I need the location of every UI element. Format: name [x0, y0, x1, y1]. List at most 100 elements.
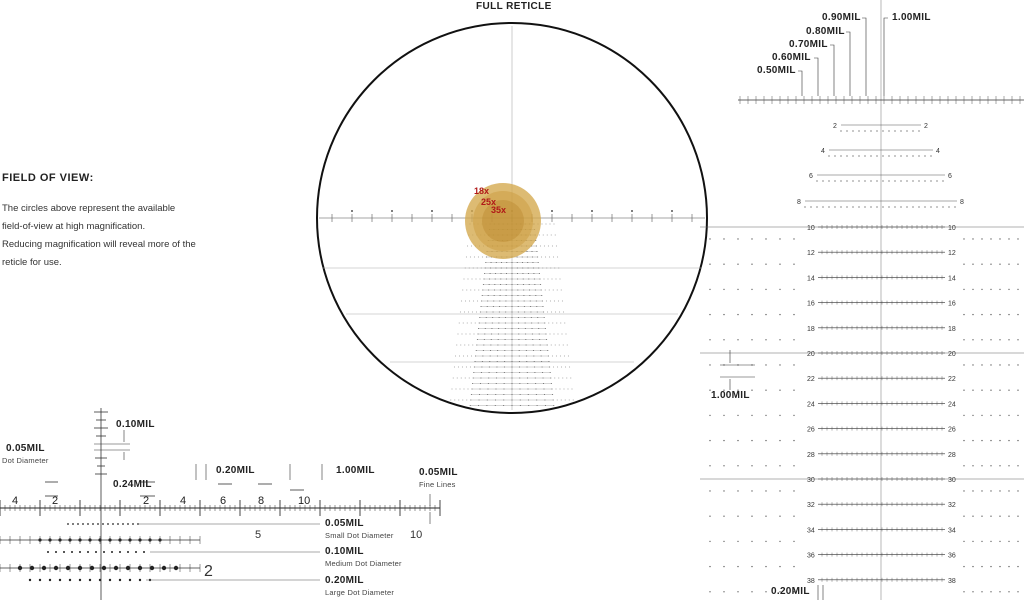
zoom-dot [1017, 591, 1019, 593]
zoom-dot [737, 313, 739, 316]
tree-dot [503, 366, 506, 368]
zoom-dot [765, 490, 767, 492]
tree-dot [547, 349, 549, 352]
tree-dot [542, 305, 544, 308]
reticle-dot [173, 565, 179, 571]
tree-dot [543, 311, 545, 313]
zoom-dot [981, 414, 983, 417]
elevation-label-left: 28 [807, 452, 815, 459]
label-020-mil: 0.20MIL [216, 465, 255, 476]
upper-row-dot [858, 180, 860, 182]
tree-outer-dot [572, 399, 574, 401]
tree-dot [494, 399, 497, 401]
tree-dot [480, 371, 482, 374]
tree-dot [483, 278, 485, 280]
upper-row-dot [942, 180, 944, 182]
tree-dot [526, 371, 528, 374]
upper-row-dot [846, 130, 848, 132]
zoom-dot [723, 439, 725, 442]
tree-outer-dot [468, 377, 470, 379]
tree-outer-dot [467, 245, 469, 247]
upper-row-dot [936, 180, 938, 182]
tree-outer-dot [561, 333, 563, 335]
windage-dot [671, 210, 673, 212]
upper-row-dot [900, 155, 902, 157]
zoom-dot [972, 238, 974, 240]
tree-dot [532, 349, 535, 352]
zoom-dot [981, 238, 983, 240]
elevation-label-left: 20 [807, 351, 815, 358]
zoom-dot [709, 515, 711, 517]
tree-dot [481, 300, 483, 302]
tree-outer-dot [478, 289, 480, 291]
zoom-dot [765, 414, 767, 417]
zoom-dot [751, 465, 753, 467]
tree-outer-dot [545, 256, 547, 258]
tree-dot [511, 316, 513, 319]
tree-outer-dot [549, 223, 551, 225]
zoom-dot [972, 364, 974, 366]
tree-outer-dot [557, 256, 559, 258]
tree-dot [511, 267, 513, 269]
tree-outer-dot [555, 278, 557, 280]
elevation-label-right: 10 [948, 225, 956, 232]
windage-dot [551, 210, 553, 212]
zoom-dot [1008, 389, 1010, 391]
zoom-dot [963, 439, 965, 442]
tree-dot [497, 338, 499, 341]
zoom-dot [779, 313, 781, 316]
zoom-dot [972, 313, 974, 316]
tree-outer-dot [547, 278, 549, 280]
zoom-dot [972, 263, 974, 265]
zoom-dot [972, 414, 974, 417]
zoom-dot [1008, 263, 1010, 265]
zoom-dot [1008, 515, 1010, 517]
zoom-dot [963, 490, 965, 492]
label-060-mil: 0.60MIL [772, 52, 811, 63]
tree-dot [527, 382, 529, 385]
label-side-100-mil: 1.00MIL [711, 390, 750, 401]
tree-outer-dot [479, 278, 481, 280]
zoom-dot [723, 565, 725, 568]
tree-outer-dot [455, 388, 457, 390]
tree-dot [532, 261, 534, 264]
label-dot-diameter-sub: Dot Diameter [2, 456, 49, 465]
reticle-outline [316, 22, 708, 414]
tree-dot [490, 261, 492, 264]
upper-label-right: 4 [936, 148, 940, 155]
zoom-dot [1008, 565, 1010, 568]
zoom-dot [972, 565, 974, 568]
tree-dot [489, 349, 492, 352]
tree-dot [523, 289, 525, 291]
reticle-dot [58, 578, 62, 582]
upper-label-left: 6 [809, 173, 813, 180]
tree-dot [496, 366, 498, 368]
tree-dot [525, 338, 527, 341]
tree-dot [511, 404, 513, 407]
zoom-dot [779, 515, 781, 517]
tree-dot [489, 278, 491, 280]
fov-line-1: The circles above represent the availabl… [2, 203, 176, 214]
tree-dot [511, 283, 513, 286]
tree-dot [522, 283, 524, 286]
zoom-dot [723, 515, 725, 517]
label-fine-lines-sub: Fine Lines [419, 480, 456, 489]
elevation-label-right: 32 [948, 502, 956, 509]
zoom-dot [963, 313, 965, 316]
upper-row-dot [870, 130, 872, 132]
zoom-dot [765, 364, 767, 366]
tree-dot [535, 388, 537, 390]
tree-outer-dot [467, 278, 469, 280]
zoom-dot [737, 465, 739, 467]
upper-row-dot [900, 206, 902, 208]
zoom-dot [793, 490, 795, 492]
upper-row-dot [804, 206, 806, 208]
zoom-dot [1017, 238, 1019, 240]
zoom-dot [709, 591, 711, 593]
tree-dot [504, 327, 506, 330]
tree-outer-dot [459, 388, 461, 390]
tree-outer-dot [465, 300, 467, 302]
ruler-label: 4 [12, 495, 18, 507]
tree-dot [489, 355, 491, 357]
tree-outer-dot [464, 377, 466, 379]
